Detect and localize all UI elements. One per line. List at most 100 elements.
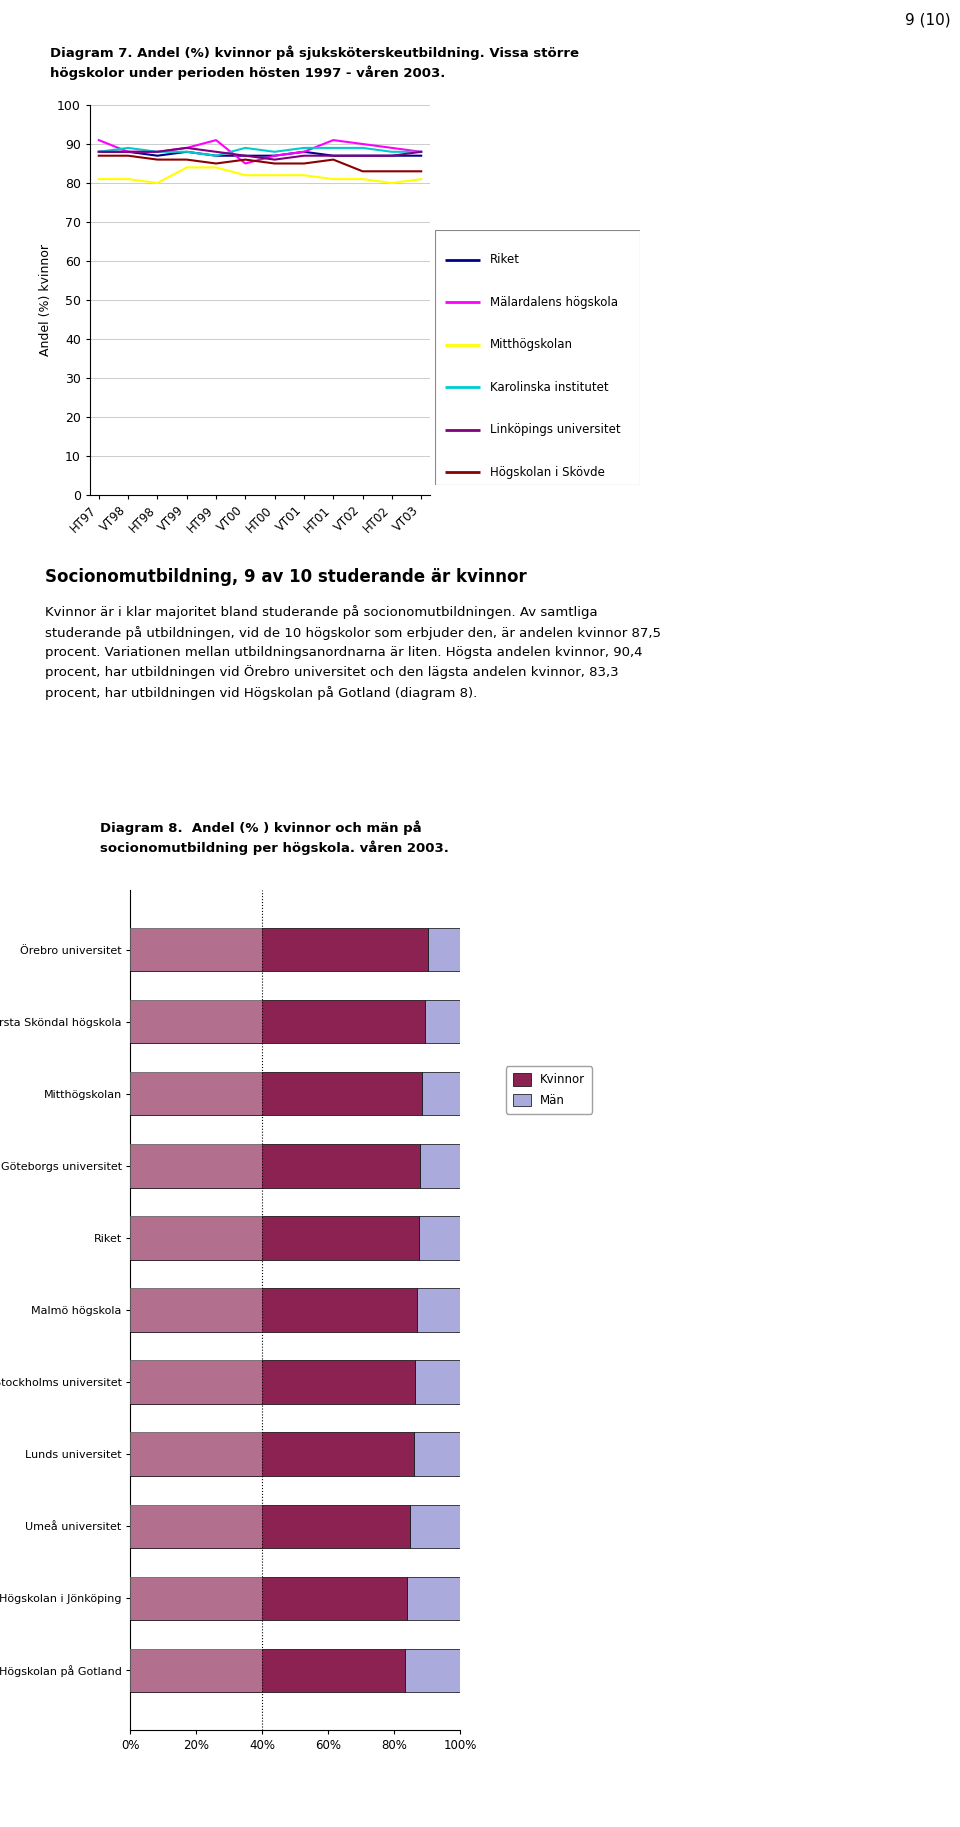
Högskolan i Skövde <box>181 148 193 170</box>
Karolinska institutet <box>386 141 397 163</box>
Riket <box>416 144 427 166</box>
Riket <box>327 144 339 166</box>
Bar <box>130 928 262 972</box>
Bar <box>130 1432 414 1476</box>
Mälardalens högskola <box>152 141 163 163</box>
Linköpings universitet <box>152 141 163 163</box>
Bar <box>130 1144 262 1188</box>
Bar <box>130 999 262 1043</box>
Högskolan i Skövde <box>416 161 427 183</box>
Linköpings universitet <box>386 144 397 166</box>
Karolinska institutet <box>416 141 427 163</box>
Riket <box>357 144 369 166</box>
Riket <box>299 141 310 163</box>
Mitthögskolan <box>181 157 193 179</box>
Text: Diagram 8.  Andel (% ) kvinnor och män på
socionomutbildning per högskola. våren: Diagram 8. Andel (% ) kvinnor och män på… <box>100 820 449 855</box>
Riket <box>152 144 163 166</box>
Linköpings universitet <box>93 141 105 163</box>
Bar <box>130 1504 262 1547</box>
Bar <box>414 1432 460 1476</box>
Linköpings universitet <box>416 141 427 163</box>
Mälardalens högskola <box>357 133 369 155</box>
Bar <box>420 1144 460 1188</box>
Mälardalens högskola <box>386 137 397 159</box>
Bar <box>130 928 428 972</box>
Högskolan i Skövde <box>210 152 222 174</box>
Text: Karolinska institutet: Karolinska institutet <box>491 380 609 395</box>
Riket <box>269 144 280 166</box>
Bar <box>130 1288 262 1332</box>
Bar <box>130 1072 262 1116</box>
Mälardalens högskola <box>269 144 280 166</box>
Line: Mitthögskolan: Mitthögskolan <box>99 168 421 183</box>
Mälardalens högskola <box>327 130 339 152</box>
Karolinska institutet <box>269 141 280 163</box>
Text: 9 (10): 9 (10) <box>904 13 950 27</box>
Line: Linköpings universitet: Linköpings universitet <box>99 148 421 159</box>
Mitthögskolan <box>269 164 280 186</box>
Riket <box>181 141 193 163</box>
Bar <box>130 1577 262 1621</box>
Karolinska institutet <box>327 137 339 159</box>
Bar <box>419 1217 460 1259</box>
Bar <box>130 1288 417 1332</box>
Mitthögskolan <box>93 168 105 190</box>
Bar <box>130 1361 416 1403</box>
Line: Riket: Riket <box>99 152 421 155</box>
Text: Linköpings universitet: Linköpings universitet <box>491 424 621 437</box>
Karolinska institutet <box>210 144 222 166</box>
Karolinska institutet <box>122 137 133 159</box>
Mitthögskolan <box>327 168 339 190</box>
Mitthögskolan <box>416 168 427 190</box>
Linköpings universitet <box>299 144 310 166</box>
Text: Mitthögskolan: Mitthögskolan <box>491 338 573 351</box>
Line: Mälardalens högskola: Mälardalens högskola <box>99 141 421 163</box>
Riket <box>210 144 222 166</box>
Riket <box>240 144 252 166</box>
Linköpings universitet <box>181 137 193 159</box>
Text: Diagram 7. Andel (%) kvinnor på sjuksköterskeutbildning. Vissa större
högskolor : Diagram 7. Andel (%) kvinnor på sjuksköt… <box>50 46 579 80</box>
Bar <box>130 1072 422 1116</box>
Bar <box>416 1361 460 1403</box>
Mälardalens högskola <box>416 141 427 163</box>
Riket <box>93 141 105 163</box>
Text: Kvinnor är i klar majoritet bland studerande på socionomutbildningen. Av samtlig: Kvinnor är i klar majoritet bland studer… <box>45 605 661 700</box>
Karolinska institutet <box>240 137 252 159</box>
Riket <box>386 144 397 166</box>
Högskolan i Skövde <box>357 161 369 183</box>
Bar <box>417 1288 460 1332</box>
Karolinska institutet <box>357 137 369 159</box>
Karolinska institutet <box>152 141 163 163</box>
Text: Mälardalens högskola: Mälardalens högskola <box>491 296 618 309</box>
Högskolan i Skövde <box>299 152 310 174</box>
Bar <box>130 1217 262 1259</box>
Högskolan i Skövde <box>327 148 339 170</box>
Linköpings universitet <box>122 141 133 163</box>
Linköpings universitet <box>269 148 280 170</box>
Mitthögskolan <box>357 168 369 190</box>
Bar <box>405 1648 460 1692</box>
Bar <box>130 999 425 1043</box>
Bar <box>130 1648 405 1692</box>
Högskolan i Skövde <box>93 144 105 166</box>
Mälardalens högskola <box>93 130 105 152</box>
Högskolan i Skövde <box>152 148 163 170</box>
Linköpings universitet <box>357 144 369 166</box>
Mitthögskolan <box>386 172 397 194</box>
Mitthögskolan <box>152 172 163 194</box>
Line: Högskolan i Skövde: Högskolan i Skövde <box>99 155 421 172</box>
Högskolan i Skövde <box>269 152 280 174</box>
Högskolan i Skövde <box>122 144 133 166</box>
Mälardalens högskola <box>299 141 310 163</box>
Bar <box>422 1072 460 1116</box>
Mälardalens högskola <box>122 141 133 163</box>
Karolinska institutet <box>181 141 193 163</box>
Bar <box>411 1504 460 1547</box>
Bar <box>130 1217 419 1259</box>
Legend: Kvinnor, Män: Kvinnor, Män <box>506 1067 592 1114</box>
Mitthögskolan <box>299 164 310 186</box>
Linköpings universitet <box>240 144 252 166</box>
Y-axis label: Andel (%) kvinnor: Andel (%) kvinnor <box>38 245 52 356</box>
Linköpings universitet <box>210 141 222 163</box>
Line: Karolinska institutet: Karolinska institutet <box>99 148 421 155</box>
